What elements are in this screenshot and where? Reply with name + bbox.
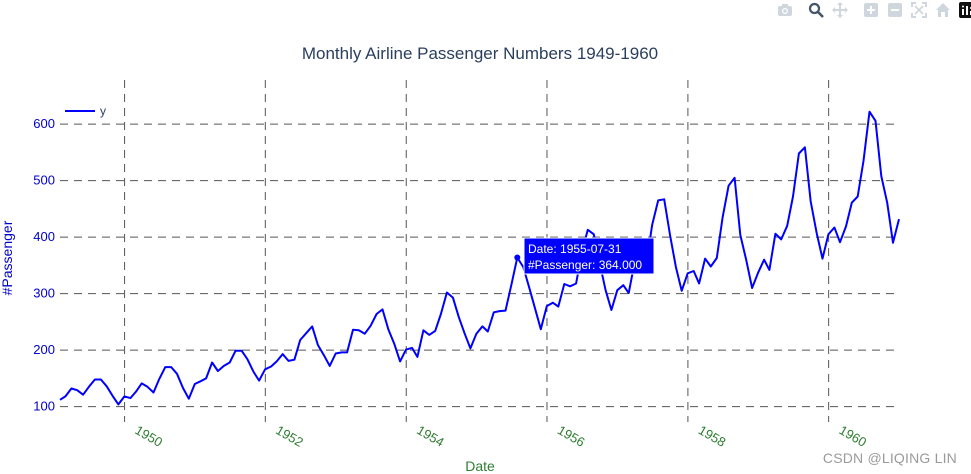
x-axis-label: Date bbox=[465, 458, 495, 474]
x-tick-label: 1958 bbox=[696, 422, 729, 449]
x-tick-labels: 1950 1952 1954 1956 1958 1960 bbox=[133, 422, 870, 449]
tooltip-date: Date: 1955-07-31 bbox=[528, 242, 622, 256]
pan-icon[interactable] bbox=[830, 0, 850, 20]
y-tick-label: 400 bbox=[33, 229, 55, 244]
y-tick-label: 200 bbox=[33, 342, 55, 357]
legend[interactable]: y bbox=[65, 104, 106, 118]
chart-title: Monthly Airline Passenger Numbers 1949-1… bbox=[302, 44, 658, 63]
camera-icon[interactable] bbox=[775, 0, 795, 20]
y-axis-label: #Passenger bbox=[0, 220, 15, 295]
series-lines bbox=[59, 110, 900, 406]
tooltip-value: #Passenger: 364.000 bbox=[528, 258, 642, 272]
y-tick-label: 300 bbox=[33, 286, 55, 301]
tooltip-box bbox=[523, 237, 655, 275]
y-tick-label: 500 bbox=[33, 173, 55, 188]
autoscale-icon[interactable] bbox=[909, 0, 929, 20]
y-tick-label: 100 bbox=[33, 399, 55, 414]
y-tick-labels: 100 200 300 400 500 600 bbox=[33, 116, 55, 413]
x-tick-label: 1950 bbox=[133, 422, 166, 449]
hover-tooltip: Date: 1955-07-31 #Passenger: 364.000 bbox=[514, 237, 655, 275]
watermark: CSDN @LIQING LIN bbox=[822, 450, 957, 466]
reset-axes-icon[interactable] bbox=[933, 0, 953, 20]
x-tick-label: 1954 bbox=[414, 422, 447, 449]
zoom-in-icon[interactable] bbox=[861, 0, 881, 20]
zoom-icon[interactable] bbox=[806, 0, 826, 20]
x-tick-label: 1956 bbox=[555, 422, 588, 449]
series-line[interactable] bbox=[59, 110, 900, 406]
zoom-out-icon[interactable] bbox=[885, 0, 905, 20]
y-tick-label: 600 bbox=[33, 116, 55, 131]
modebar bbox=[741, 0, 971, 20]
x-tick-label: 1952 bbox=[273, 422, 306, 449]
legend-label[interactable]: y bbox=[100, 104, 106, 118]
hover-point bbox=[514, 254, 521, 261]
x-tick-label: 1960 bbox=[837, 422, 870, 449]
